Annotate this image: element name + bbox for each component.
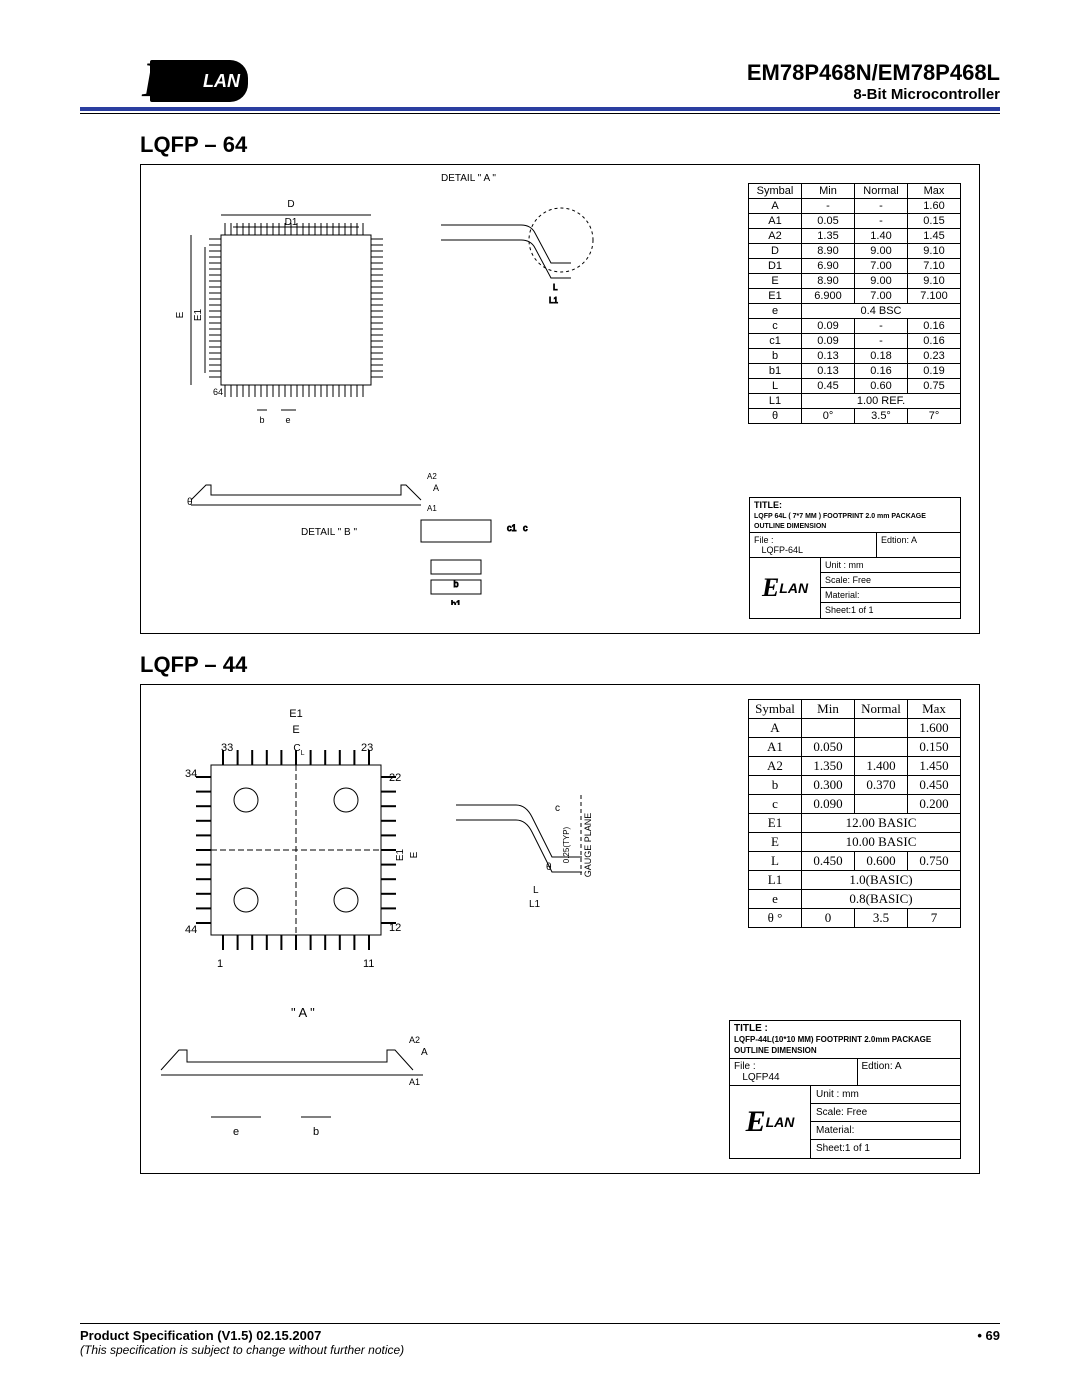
header-rule-thick <box>80 107 1000 111</box>
section-title-lqfp64: LQFP – 64 <box>140 132 1000 158</box>
svg-text:E1: E1 <box>395 848 406 861</box>
lqfp44-eb-dims: e b <box>191 1105 411 1145</box>
footer-rule <box>80 1323 1000 1324</box>
footer-spec-version: Product Specification (V1.5) 02.15.2007 <box>80 1328 321 1343</box>
title-block-lqfp44: TITLE : LQFP-44L(10*10 MM) FOOTPRINT 2.0… <box>729 1020 961 1159</box>
lqfp64-detail-a: L L1 <box>431 185 601 325</box>
lqfp64-detail-b: c1c b b1 <box>411 515 541 605</box>
svg-text:L: L <box>553 283 558 292</box>
svg-text:L1: L1 <box>529 899 541 910</box>
svg-text:c: c <box>555 803 560 814</box>
tb64-file-label: File : <box>754 535 774 545</box>
svg-text:A: A <box>433 483 439 493</box>
detail-a-label: DETAIL " A " <box>441 173 496 184</box>
svg-text:θ: θ <box>187 497 193 508</box>
tb44-file-label: File : <box>734 1061 756 1072</box>
svg-text:64: 64 <box>213 387 223 397</box>
tb44-scale: Scale: Free <box>811 1104 960 1122</box>
tb44-material: Material: <box>811 1122 960 1140</box>
logo-script-e: E <box>142 50 175 108</box>
svg-text:θ: θ <box>546 862 552 873</box>
page-header: E LAN EM78P468N/EM78P468L 8-Bit Microcon… <box>80 60 1000 114</box>
svg-text:A1: A1 <box>409 1077 420 1087</box>
tb64-scale: Scale: Free <box>821 573 960 588</box>
svg-text:23: 23 <box>361 742 373 754</box>
svg-text:D: D <box>287 199 294 210</box>
footer-page-number: • 69 <box>977 1328 1000 1343</box>
tb44-logo: ELAN <box>730 1086 810 1158</box>
svg-text:E: E <box>409 851 420 858</box>
svg-text:34: 34 <box>185 768 197 780</box>
svg-text:12: 12 <box>389 922 401 934</box>
footer-disclaimer: (This specification is subject to change… <box>80 1343 1000 1357</box>
tb64-edition: Edtion: A <box>876 533 960 557</box>
figure-lqfp44: E1 E 3323 3422 4412 111 E1 E CL (functio… <box>140 684 980 1174</box>
dimension-table-lqfp64: SymbalMinNormalMaxA--1.60A10.05-0.15A21.… <box>748 183 961 424</box>
lqfp44-topview-drawing: E1 E 3323 3422 4412 111 E1 E CL <box>151 695 441 995</box>
tb64-title-label: TITLE: <box>754 500 782 510</box>
logo-text: LAN <box>203 71 240 92</box>
svg-text:b1: b1 <box>451 599 461 605</box>
svg-text:33: 33 <box>221 742 233 754</box>
tb64-logo: ELAN <box>750 558 820 618</box>
svg-text:E: E <box>292 724 299 736</box>
svg-text:L1: L1 <box>549 296 558 305</box>
tb64-title-text: LQFP 64L ( 7*7 MM ) FOOTPRINT 2.0 mm PAC… <box>754 513 926 530</box>
tb64-sheet: Sheet:1 of 1 <box>821 603 960 617</box>
tb64-unit: Unit : mm <box>821 558 960 573</box>
svg-text:0.25(TYP): 0.25(TYP) <box>562 826 571 863</box>
svg-text:e: e <box>285 415 290 425</box>
tb44-title-text: LQFP-44L(10*10 MM) FOOTPRINT 2.0mm PACKA… <box>734 1035 931 1055</box>
svg-text:b: b <box>259 415 264 425</box>
lqfp44-section-a-label: " A " <box>291 1005 315 1020</box>
svg-text:22: 22 <box>389 772 401 784</box>
tb44-sheet: Sheet:1 of 1 <box>811 1140 960 1157</box>
svg-text:GAUGE PLANE: GAUGE PLANE <box>583 813 593 878</box>
tb64-file-value: LQFP-64L <box>762 545 804 555</box>
lqfp44-lead-detail: c θ L L1 GAUGE PLANE 0.25(TYP) <box>451 775 601 915</box>
svg-text:1: 1 <box>217 958 223 970</box>
company-logo: E LAN <box>150 60 248 102</box>
section-title-lqfp44: LQFP – 44 <box>140 652 1000 678</box>
svg-text:E: E <box>175 311 186 318</box>
svg-text:L: L <box>533 885 539 896</box>
tb44-edition: Edtion: A <box>857 1059 961 1085</box>
tb44-unit: Unit : mm <box>811 1086 960 1104</box>
dimension-table-lqfp44: SymbalMinNormalMaxA1.600A10.0500.150A21.… <box>748 699 961 928</box>
svg-text:E1: E1 <box>193 308 204 321</box>
datasheet-page: E LAN EM78P468N/EM78P468L 8-Bit Microcon… <box>0 0 1080 1397</box>
svg-text:E1: E1 <box>289 708 302 720</box>
lqfp64-topview-drawing: D D1 E E1 64 b e <box>161 185 421 435</box>
figure-lqfp64: D D1 E E1 64 b e // draw pin ticks for 6… <box>140 164 980 634</box>
svg-text:e: e <box>233 1126 239 1138</box>
svg-text:11: 11 <box>363 958 374 970</box>
svg-text:D1: D1 <box>285 217 298 228</box>
svg-text:A2: A2 <box>427 472 437 481</box>
svg-text:A1: A1 <box>427 504 437 513</box>
svg-text:c1: c1 <box>507 523 517 533</box>
svg-text:44: 44 <box>185 924 197 936</box>
header-rule-thin <box>80 113 1000 114</box>
page-footer: Product Specification (V1.5) 02.15.2007 … <box>80 1323 1000 1357</box>
lqfp44-side-profile: A A2 A1 <box>151 1025 451 1105</box>
tb44-title-label: TITLE : <box>734 1023 768 1034</box>
tb44-file-value: LQFP44 <box>742 1072 779 1083</box>
svg-text:c: c <box>523 523 528 533</box>
svg-text:A: A <box>421 1047 428 1058</box>
tb64-material: Material: <box>821 588 960 603</box>
svg-text:A2: A2 <box>409 1035 420 1045</box>
detail-b-label: DETAIL " B " <box>301 527 357 538</box>
title-block-lqfp64: TITLE: LQFP 64L ( 7*7 MM ) FOOTPRINT 2.0… <box>749 497 961 619</box>
svg-text:b: b <box>313 1126 319 1138</box>
